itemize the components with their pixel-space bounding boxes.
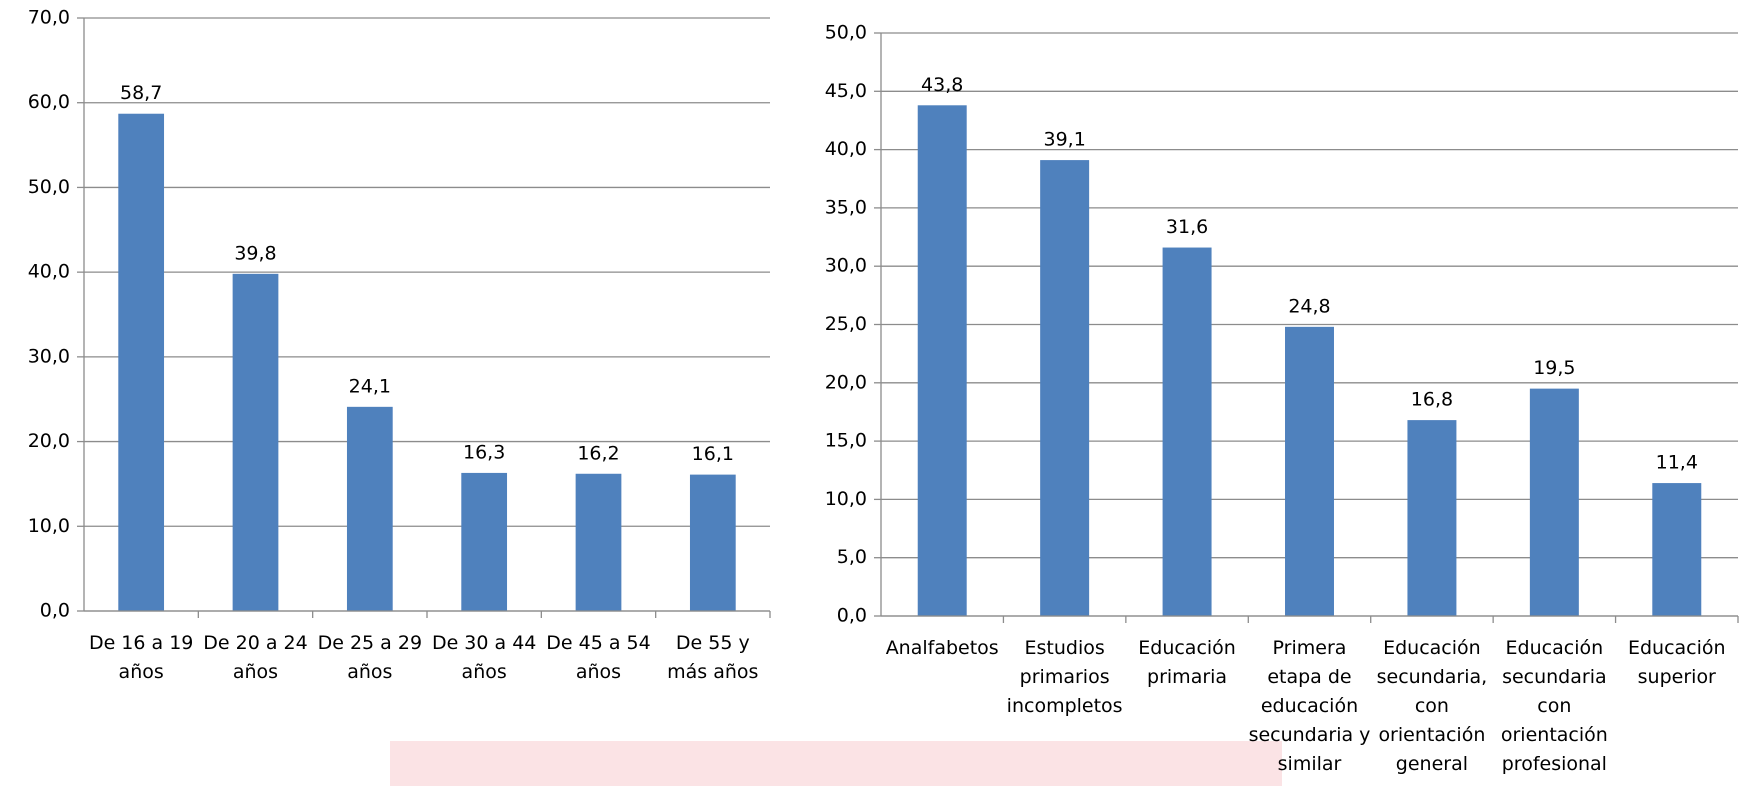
y-tick-label: 35,0	[825, 196, 867, 218]
y-tick-label: 50,0	[28, 176, 70, 198]
bar	[1529, 388, 1579, 616]
value-label: 16,8	[1411, 389, 1453, 411]
value-label: 16,3	[463, 441, 505, 463]
y-tick-label: 0,0	[837, 605, 867, 627]
x-tick-label: Educación superior	[1627, 637, 1726, 688]
x-tick-label: De 16 a 19 años	[88, 632, 194, 683]
bar	[1652, 483, 1702, 616]
x-tick-label: Primera etapa de educación secundaria y …	[1248, 637, 1371, 775]
value-label: 16,1	[692, 443, 734, 465]
y-tick-label: 50,0	[825, 22, 867, 44]
bar	[575, 473, 622, 611]
bar	[1162, 247, 1212, 616]
bar	[917, 105, 967, 617]
value-label: 24,8	[1288, 295, 1330, 317]
x-tick-label: Educación primaria	[1138, 637, 1236, 688]
y-tick-label: 20,0	[825, 371, 867, 393]
value-label: 58,7	[120, 82, 162, 104]
y-tick-label: 40,0	[28, 261, 70, 283]
value-label: 19,5	[1533, 357, 1575, 379]
bar	[1407, 420, 1457, 616]
x-tick-label: De 20 a 24 años	[203, 632, 308, 683]
bar	[1040, 160, 1090, 616]
bar	[689, 474, 736, 611]
bar	[118, 113, 165, 611]
y-tick-label: 30,0	[28, 345, 70, 367]
y-tick-label: 10,0	[825, 488, 867, 510]
value-label: 39,1	[1043, 129, 1085, 151]
value-label: 39,8	[234, 242, 276, 264]
x-tick-label: De 30 a 44 años	[431, 632, 537, 683]
x-tick-label: Analfabetos	[885, 637, 999, 659]
value-label: 11,4	[1656, 452, 1698, 474]
y-tick-label: 20,0	[28, 430, 70, 452]
bar	[232, 273, 279, 611]
y-tick-label: 30,0	[825, 255, 867, 277]
value-label: 43,8	[921, 74, 963, 96]
y-tick-label: 25,0	[825, 313, 867, 335]
value-label: 31,6	[1166, 216, 1208, 238]
x-tick-label: De 45 a 54 años	[546, 632, 651, 683]
y-tick-label: 15,0	[825, 430, 867, 452]
value-label: 16,2	[577, 442, 619, 464]
y-tick-label: 5,0	[837, 546, 867, 568]
y-tick-label: 0,0	[40, 600, 70, 622]
y-tick-label: 40,0	[825, 138, 867, 160]
bar	[346, 406, 393, 611]
x-tick-label: Educación secundaria con orientación pro…	[1500, 637, 1608, 775]
value-label: 24,1	[349, 375, 391, 397]
decoration	[390, 741, 1282, 786]
x-tick-label: Estudios primarios incompletos	[1006, 637, 1123, 717]
x-tick-label: De 55 y más años	[667, 632, 759, 683]
bar	[1285, 326, 1334, 616]
y-tick-label: 10,0	[28, 515, 70, 537]
x-tick-label: Educación secundaria, con orientación ge…	[1376, 637, 1488, 775]
y-tick-label: 60,0	[28, 91, 70, 113]
bar	[461, 472, 508, 611]
y-tick-label: 70,0	[28, 7, 70, 29]
x-tick-label: De 25 a 29 años	[317, 632, 423, 683]
y-tick-label: 45,0	[825, 80, 867, 102]
